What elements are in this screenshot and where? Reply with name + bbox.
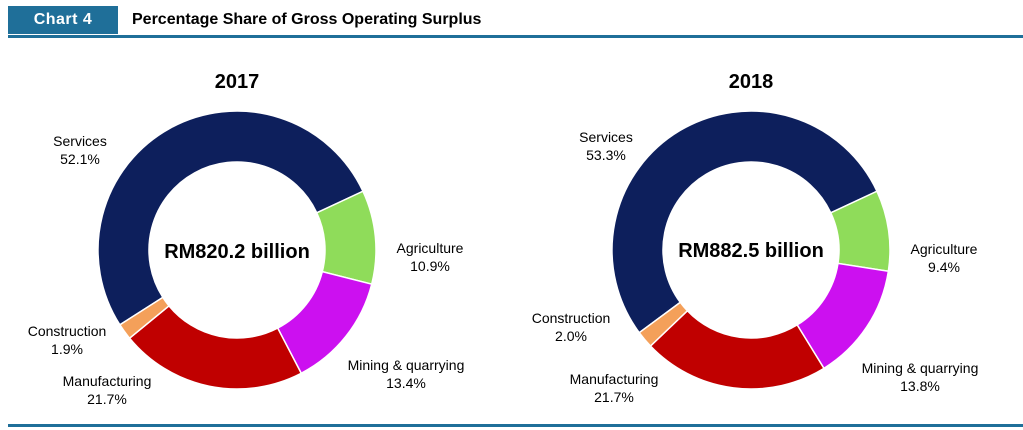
chart-2018-mining-name: Mining & quarrying — [862, 360, 979, 376]
chart-2017-agriculture-name: Agriculture — [397, 240, 464, 256]
chart-2018-construction-name: Construction — [532, 310, 611, 326]
top-rule — [8, 35, 1023, 38]
chart-2018-mining-value: 13.8% — [900, 378, 940, 394]
donut-chart-2017: 2017 RM820.2 billion Services 52.1% Agri… — [28, 71, 465, 407]
chart-2017-slices — [97, 110, 377, 390]
slice-services — [97, 110, 364, 326]
chart-2018-agriculture-name: Agriculture — [911, 241, 978, 257]
chart-title: Percentage Share of Gross Operating Surp… — [132, 11, 482, 28]
chart-2017-center-label: RM820.2 billion — [164, 241, 310, 263]
bottom-rule — [8, 424, 1023, 427]
slice-construction — [118, 296, 171, 340]
chart-2017-title: 2017 — [215, 71, 260, 93]
donut-chart-2018: 2018 RM882.5 billion Services 53.3% Agri… — [532, 71, 979, 405]
chart-2017-manufacturing-name: Manufacturing — [63, 373, 152, 389]
chart-2017-manufacturing-value: 21.7% — [87, 391, 127, 407]
chart-2017-construction-value: 1.9% — [51, 341, 83, 357]
chart-2017-mining-value: 13.4% — [386, 375, 426, 391]
chart-2018-center-label: RM882.5 billion — [678, 240, 824, 262]
chart-2018-agriculture-value: 9.4% — [928, 259, 960, 275]
chart-number-badge: Chart 4 — [8, 6, 118, 34]
slice-manufacturing — [649, 309, 825, 390]
slice-manufacturing — [128, 304, 303, 390]
slice-services — [611, 110, 878, 334]
chart-2018-services-name: Services — [579, 129, 633, 145]
chart-2017-agriculture-value: 10.9% — [410, 258, 450, 274]
chart-2018-construction-value: 2.0% — [555, 328, 587, 344]
chart-2018-manufacturing-name: Manufacturing — [570, 371, 659, 387]
chart-2017-construction-name: Construction — [28, 323, 107, 339]
chart-2018-slices — [611, 110, 891, 390]
chart-2018-title: 2018 — [729, 71, 774, 93]
chart-2017-services-value: 52.1% — [60, 151, 100, 167]
chart-2017-services-name: Services — [53, 133, 107, 149]
slice-construction — [638, 301, 689, 348]
chart-2017-mining-name: Mining & quarrying — [348, 357, 465, 373]
chart-2018-manufacturing-value: 21.7% — [594, 389, 634, 405]
chart-2018-services-value: 53.3% — [586, 147, 626, 163]
chart-header: Chart 4 Percentage Share of Gross Operat… — [8, 6, 1023, 34]
